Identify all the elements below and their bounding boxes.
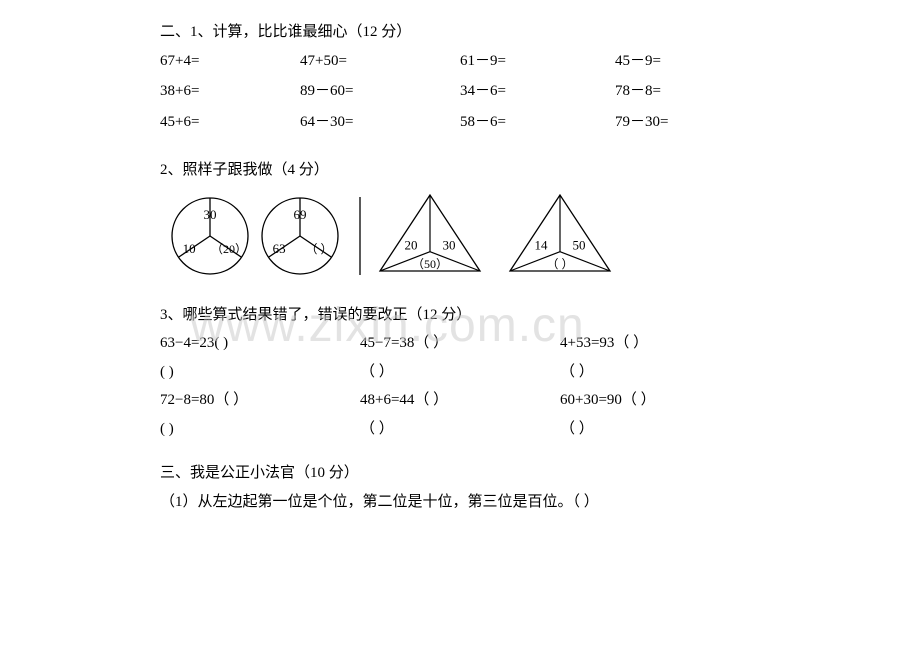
svg-text:（ ）: （ ）	[546, 257, 573, 271]
section3-heading: 三、我是公正小法官（10 分）	[160, 459, 920, 488]
calc-cell: 58－6=	[460, 108, 615, 137]
q3-cell: （ ）	[560, 415, 760, 444]
calc-cell: 47+50=	[300, 47, 460, 76]
q3-cell: ( )	[160, 358, 360, 387]
q3-cell: （ ）	[360, 415, 560, 444]
calc-cell: 61－9=	[460, 47, 615, 76]
calc-cell: 64－30=	[300, 108, 460, 137]
section3-item1: （1）从左边起第一位是个位，第二位是十位，第三位是百位。（ ）	[160, 488, 920, 517]
q3-row-2: ( ) （ ） （ ）	[160, 358, 920, 387]
spacer	[160, 285, 920, 301]
page-content: 二、1、计算，比比谁最细心（12 分） 67+4= 47+50= 61－9= 4…	[0, 0, 920, 516]
svg-text:69: 69	[294, 206, 307, 221]
svg-text:10: 10	[183, 241, 196, 256]
calc-cell: 78－8=	[615, 77, 755, 106]
calc-row-3: 45+6= 64－30= 58－6= 79－30=	[160, 108, 920, 137]
q3-cell: 72−8=80（ ）	[160, 386, 360, 415]
spacer	[160, 138, 920, 156]
svg-text:14: 14	[535, 237, 549, 252]
svg-text:63: 63	[273, 241, 286, 256]
q2-svg: 3010（20）6963（ ）2030（50）1450（ ）	[160, 191, 630, 281]
calc-cell: 79－30=	[615, 108, 755, 137]
svg-text:（20）: （20）	[211, 242, 247, 256]
svg-text:50: 50	[573, 237, 586, 252]
section2-heading: 二、1、计算，比比谁最细心（12 分）	[160, 18, 920, 47]
calc-row-1: 67+4= 47+50= 61－9= 45－9=	[160, 47, 920, 76]
q3-cell: 63−4=23( )	[160, 329, 360, 358]
calc-row-2: 38+6= 89－60= 34－6= 78－8=	[160, 77, 920, 106]
q3-cell: 4+53=93（ ）	[560, 329, 760, 358]
calc-cell: 38+6=	[160, 77, 300, 106]
q2-heading: 2、照样子跟我做（4 分）	[160, 156, 920, 185]
q3-cell: （ ）	[560, 358, 760, 387]
q3-row-1: 63−4=23( ) 45−7=38（ ） 4+53=93（ ）	[160, 329, 920, 358]
q3-row-3: 72−8=80（ ） 48+6=44（ ） 60+30=90（ ）	[160, 386, 920, 415]
svg-text:（ ）: （ ）	[305, 242, 332, 256]
calc-cell: 45－9=	[615, 47, 755, 76]
q3-cell: 60+30=90（ ）	[560, 386, 760, 415]
spacer	[160, 443, 920, 459]
calc-cell: 89－60=	[300, 77, 460, 106]
q3-cell: 48+6=44（ ）	[360, 386, 560, 415]
q3-row-4: ( ) （ ） （ ）	[160, 415, 920, 444]
q3-heading: 3、哪些算式结果错了，错误的要改正（12 分）	[160, 301, 920, 330]
calc-cell: 67+4=	[160, 47, 300, 76]
q3-cell: ( )	[160, 415, 360, 444]
q3-cell: 45−7=38（ ）	[360, 329, 560, 358]
calc-cell: 45+6=	[160, 108, 300, 137]
svg-text:30: 30	[443, 237, 456, 252]
svg-text:（50）: （50）	[412, 257, 448, 271]
svg-text:20: 20	[405, 237, 418, 252]
calc-cell: 34－6=	[460, 77, 615, 106]
q2-diagrams: 3010（20）6963（ ）2030（50）1450（ ）	[160, 191, 920, 281]
svg-text:30: 30	[204, 206, 217, 221]
q3-cell: （ ）	[360, 358, 560, 387]
